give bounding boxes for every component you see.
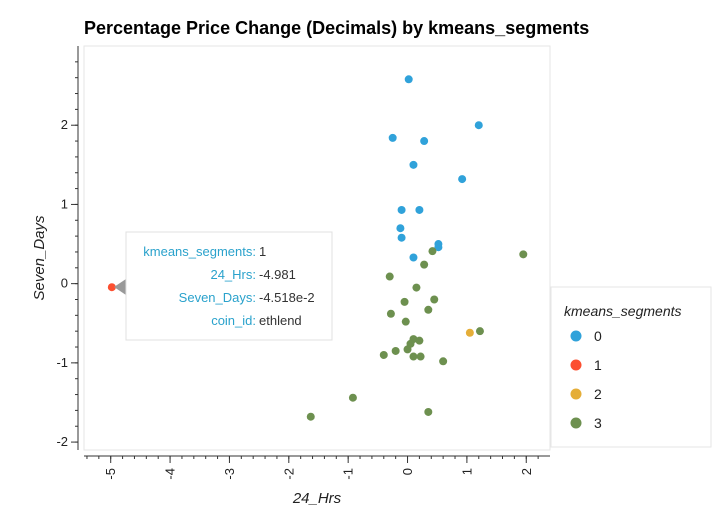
point-segment-3[interactable]: [519, 250, 528, 259]
point-segment-0[interactable]: [415, 205, 424, 214]
tooltip-box: [125, 231, 333, 341]
point-segment-3[interactable]: [386, 309, 395, 318]
legend-title: kmeans_segments: [564, 303, 682, 319]
legend-marker-0: [570, 330, 582, 342]
legend: kmeans_segments 0 1 2 3: [550, 286, 712, 448]
point-segment-3[interactable]: [415, 336, 424, 345]
tooltip-key: coin_id:: [211, 313, 256, 328]
point-segment-3[interactable]: [428, 247, 437, 256]
point-segment-3[interactable]: [401, 317, 410, 326]
x-tick-label: 1: [459, 468, 474, 475]
x-axis-label: 24_Hrs: [292, 490, 342, 507]
point-segment-0[interactable]: [396, 224, 405, 233]
y-tick-label: -1: [56, 355, 68, 370]
tooltip-value: -4.518e-2: [259, 290, 315, 305]
legend-label-1: 1: [594, 357, 602, 373]
legend-label-0: 0: [594, 328, 602, 344]
tooltip-key: Seven_Days:: [179, 290, 256, 305]
point-segment-3[interactable]: [403, 345, 412, 354]
legend-marker-2: [570, 388, 582, 400]
tooltip-pointer: [114, 279, 126, 295]
point-segment-3[interactable]: [430, 295, 439, 304]
tooltip-key: 24_Hrs:: [210, 267, 256, 282]
y-tick-label: 0: [61, 276, 68, 291]
x-tick-label: -3: [222, 468, 237, 480]
data-points: [107, 75, 528, 421]
legend-label-2: 2: [594, 386, 602, 402]
axes: -2 -1 0 1 2 -5 -4 -3 -2 -1 0 1 2: [56, 46, 550, 480]
point-segment-0[interactable]: [397, 233, 406, 242]
x-tick-label: 2: [519, 468, 534, 475]
point-segment-3[interactable]: [424, 305, 433, 314]
point-segment-3[interactable]: [420, 260, 429, 269]
y-tick-label: 1: [61, 196, 68, 211]
tooltip-value: 1: [259, 244, 266, 259]
x-tick-label: -5: [103, 468, 118, 480]
point-segment-3[interactable]: [424, 407, 433, 416]
hover-tooltip: kmeans_segments: 124_Hrs: -4.981Seven_Days…: [114, 231, 333, 341]
point-segment-0[interactable]: [397, 205, 406, 214]
point-segment-3[interactable]: [379, 350, 388, 359]
x-tick-label: -4: [163, 468, 178, 480]
point-segment-3[interactable]: [400, 297, 409, 306]
point-segment-0[interactable]: [409, 253, 418, 262]
point-segment-3[interactable]: [412, 283, 421, 292]
point-segment-3[interactable]: [306, 412, 315, 421]
x-tick-label: 0: [400, 468, 415, 475]
legend-marker-1: [570, 359, 582, 371]
point-segment-0[interactable]: [434, 243, 443, 252]
point-segment-0[interactable]: [474, 121, 483, 130]
point-segment-3[interactable]: [416, 352, 425, 361]
x-tick-label: -2: [281, 468, 296, 480]
point-segment-0[interactable]: [404, 75, 413, 84]
point-segment-0[interactable]: [420, 137, 429, 146]
point-segment-0[interactable]: [388, 133, 397, 142]
tooltip-value: ethlend: [259, 313, 302, 328]
legend-label-3: 3: [594, 415, 602, 431]
point-segment-1[interactable]: [107, 283, 116, 292]
point-segment-0[interactable]: [458, 175, 467, 184]
point-segment-0[interactable]: [409, 160, 418, 169]
point-segment-3[interactable]: [385, 272, 394, 281]
point-segment-2[interactable]: [465, 328, 474, 337]
y-tick-label: 2: [61, 117, 68, 132]
chart-title: Percentage Price Change (Decimals) by km…: [84, 18, 590, 38]
y-tick-label: -2: [56, 434, 68, 449]
point-segment-3[interactable]: [348, 393, 357, 402]
point-segment-3[interactable]: [391, 346, 400, 355]
tooltip-key: kmeans_segments:: [143, 244, 256, 259]
x-tick-label: -1: [341, 468, 356, 480]
point-segment-3[interactable]: [439, 357, 448, 366]
point-segment-3[interactable]: [475, 327, 484, 336]
legend-marker-3: [570, 417, 582, 429]
tooltip-value: -4.981: [259, 267, 296, 282]
point-segment-3[interactable]: [409, 352, 418, 361]
y-axis-label: Seven_Days: [31, 215, 48, 301]
